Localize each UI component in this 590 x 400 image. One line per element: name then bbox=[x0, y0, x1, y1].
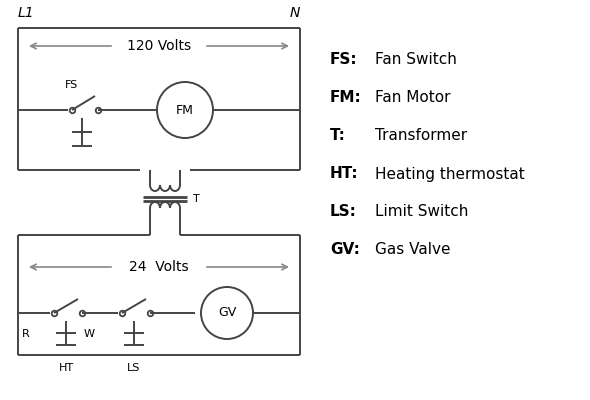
Text: Fan Switch: Fan Switch bbox=[375, 52, 457, 68]
Text: HT: HT bbox=[58, 363, 74, 373]
Text: FS: FS bbox=[65, 80, 78, 90]
Text: FS:: FS: bbox=[330, 52, 358, 68]
Text: Fan Motor: Fan Motor bbox=[375, 90, 451, 106]
Text: T:: T: bbox=[330, 128, 346, 144]
Text: W: W bbox=[84, 329, 95, 339]
Text: Limit Switch: Limit Switch bbox=[375, 204, 468, 220]
Text: N: N bbox=[290, 6, 300, 20]
Text: GV:: GV: bbox=[330, 242, 360, 258]
Text: Heating thermostat: Heating thermostat bbox=[375, 166, 525, 182]
Text: 24  Volts: 24 Volts bbox=[129, 260, 189, 274]
Text: LS:: LS: bbox=[330, 204, 357, 220]
Text: FM: FM bbox=[176, 104, 194, 116]
Text: Gas Valve: Gas Valve bbox=[375, 242, 451, 258]
Text: R: R bbox=[22, 329, 30, 339]
Text: GV: GV bbox=[218, 306, 236, 320]
Text: FM:: FM: bbox=[330, 90, 362, 106]
Text: HT:: HT: bbox=[330, 166, 359, 182]
Text: L1: L1 bbox=[18, 6, 35, 20]
Text: T: T bbox=[193, 194, 200, 204]
Text: LS: LS bbox=[127, 363, 140, 373]
Text: Transformer: Transformer bbox=[375, 128, 467, 144]
Text: 120 Volts: 120 Volts bbox=[127, 39, 191, 53]
